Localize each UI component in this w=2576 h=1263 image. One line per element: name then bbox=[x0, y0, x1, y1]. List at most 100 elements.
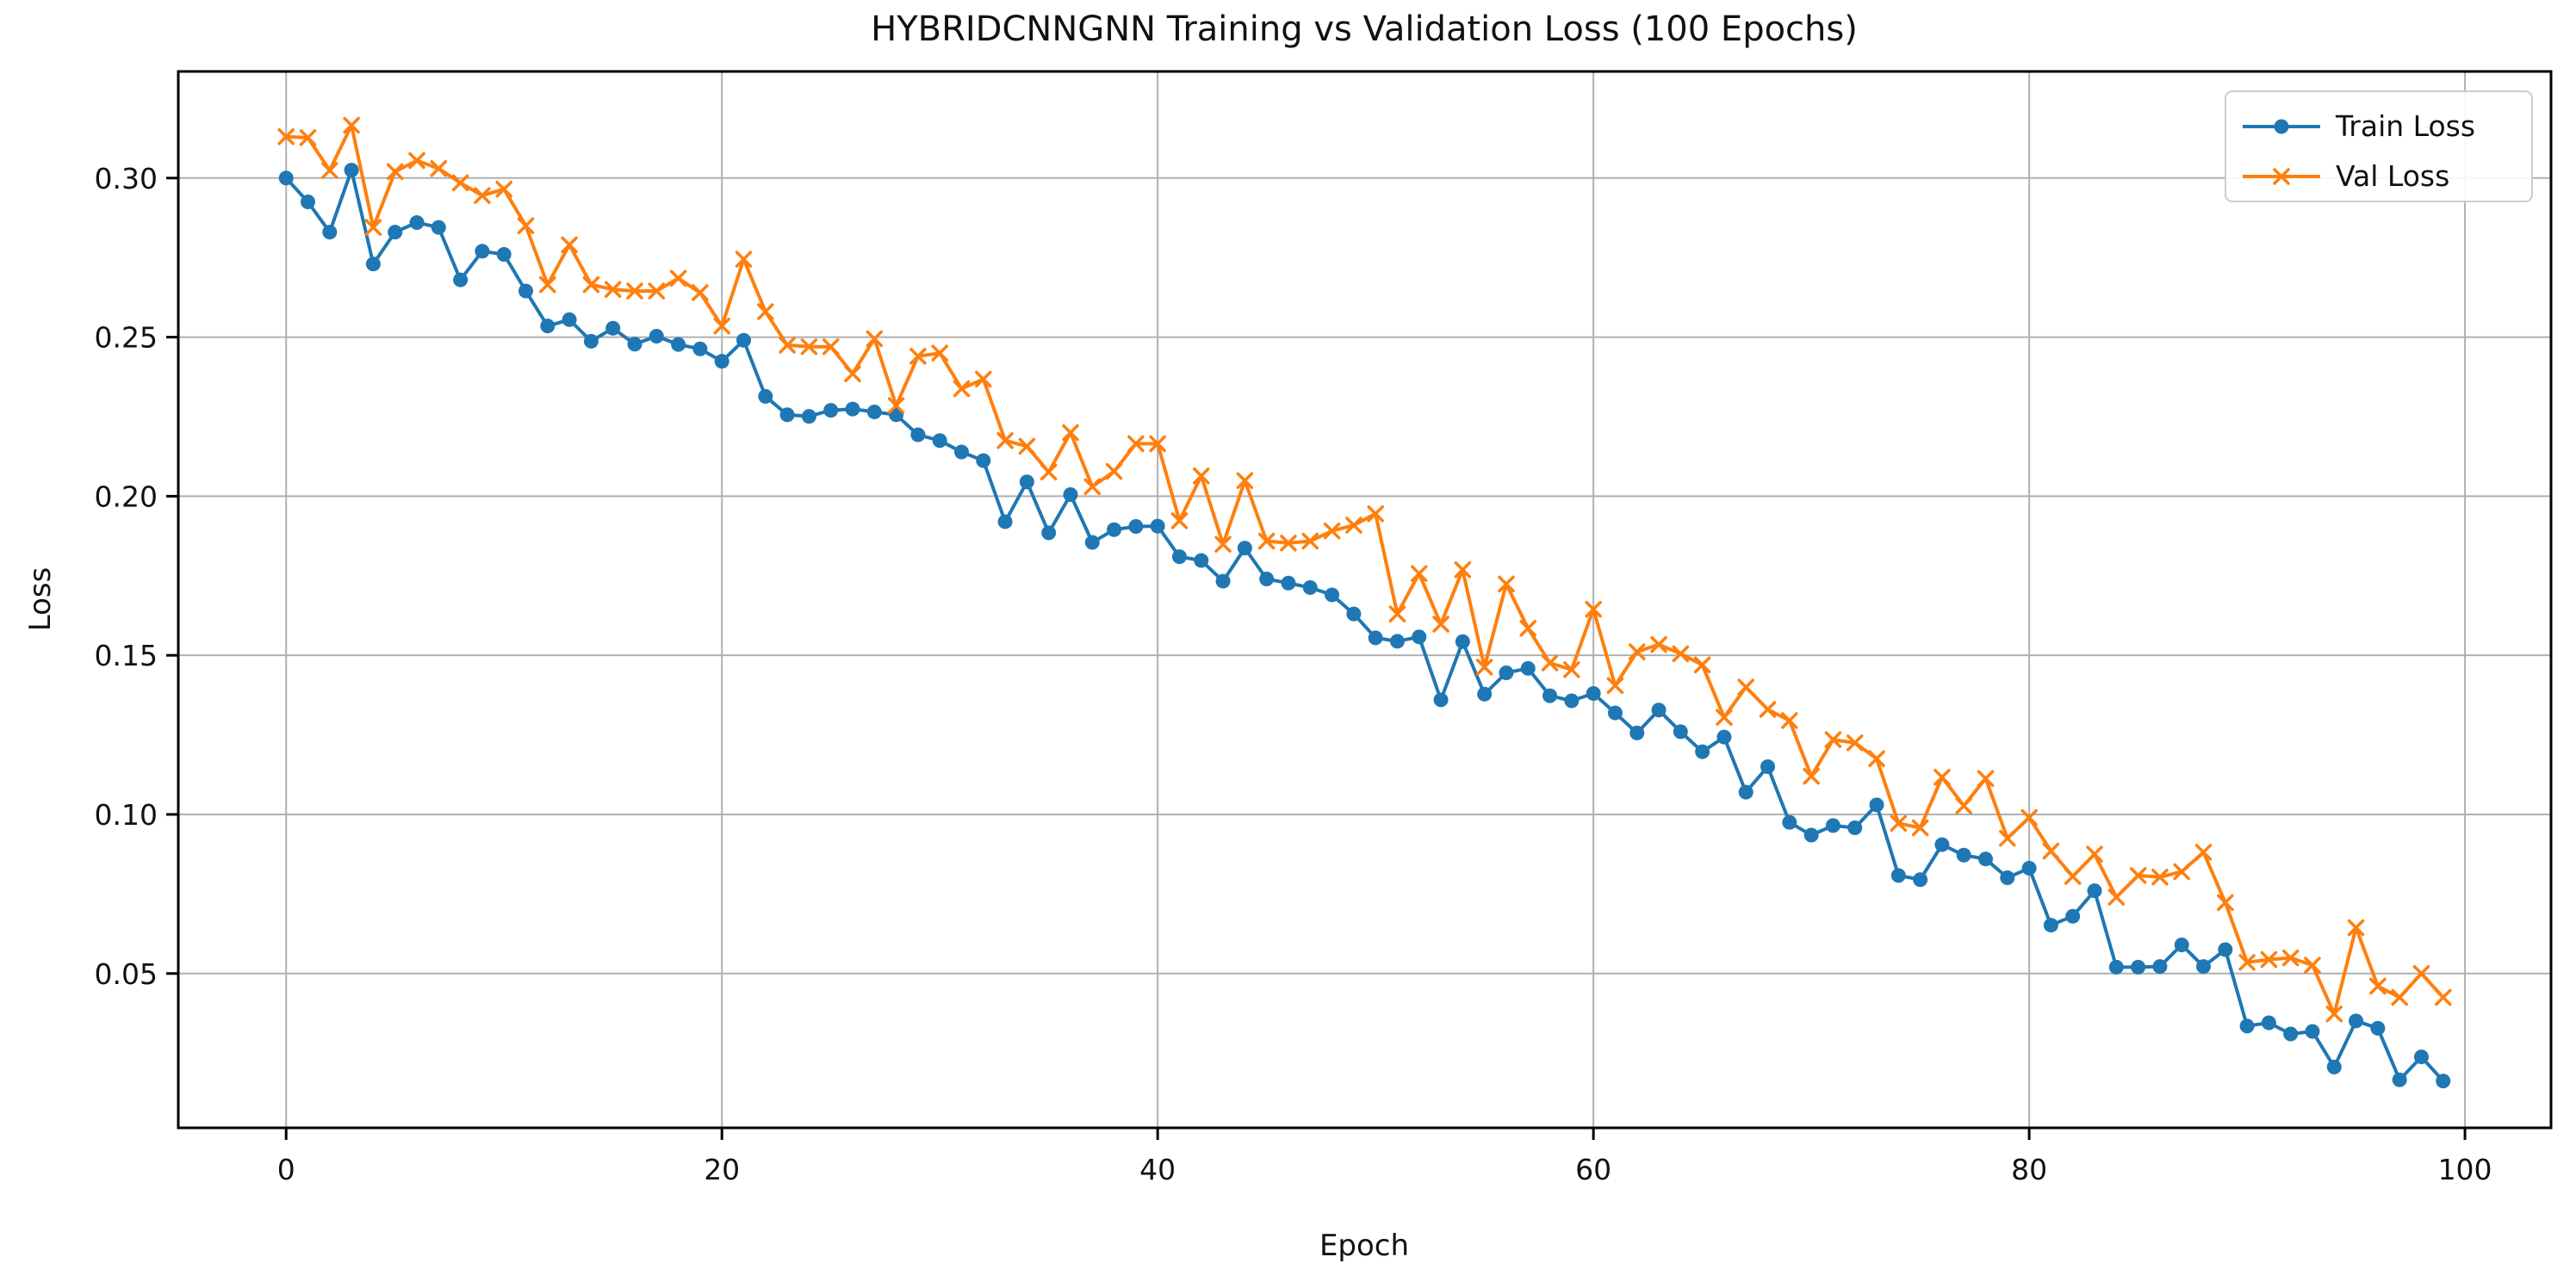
val-loss-marker bbox=[1519, 620, 1536, 637]
train-loss-marker bbox=[1084, 535, 1100, 550]
y-tick-label: 0.30 bbox=[95, 162, 158, 195]
train-loss-marker bbox=[2108, 959, 2124, 975]
train-loss-marker bbox=[866, 404, 882, 419]
val-loss-marker bbox=[386, 163, 404, 181]
val-loss-marker bbox=[1628, 643, 1646, 660]
train-loss-marker bbox=[2021, 860, 2037, 876]
train-loss-marker bbox=[1302, 579, 1318, 595]
train-loss-marker bbox=[2174, 937, 2189, 952]
train-loss-marker bbox=[1782, 814, 1797, 830]
train-loss-marker bbox=[496, 247, 512, 263]
val-loss-marker bbox=[1411, 565, 1428, 582]
train-loss-marker bbox=[1738, 784, 1754, 800]
train-loss-marker bbox=[1433, 692, 1449, 708]
val-loss-marker bbox=[1432, 616, 1449, 633]
train-loss-marker bbox=[1346, 606, 1362, 622]
train-loss-marker bbox=[2283, 1026, 2299, 1042]
train-loss-marker bbox=[1913, 872, 1928, 888]
val-loss-marker bbox=[2151, 869, 2169, 886]
x-tick-label: 60 bbox=[1575, 1153, 1611, 1186]
val-loss-marker bbox=[343, 116, 360, 134]
val-loss-marker bbox=[844, 365, 861, 382]
train-loss-marker bbox=[1934, 837, 1950, 852]
train-loss-marker bbox=[692, 341, 708, 356]
val-loss-marker bbox=[1323, 522, 1341, 540]
train-loss-marker bbox=[1673, 724, 1688, 740]
val-loss-marker bbox=[2325, 1005, 2343, 1023]
train-loss-marker bbox=[1259, 571, 1275, 586]
train-loss-marker bbox=[1956, 847, 1971, 863]
legend-train-marker bbox=[2274, 119, 2289, 134]
val-loss-marker bbox=[408, 152, 425, 170]
train-loss-marker bbox=[2195, 959, 2211, 975]
val-loss-marker bbox=[1868, 750, 1885, 768]
val-loss-marker bbox=[1890, 814, 1908, 833]
val-loss-marker bbox=[975, 370, 992, 388]
val-loss-marker bbox=[2020, 808, 2038, 827]
train-loss-marker bbox=[1041, 525, 1057, 541]
chart-title: HYBRIDCNNGNN Training vs Validation Loss… bbox=[871, 9, 1858, 49]
train-loss-marker bbox=[1477, 686, 1493, 702]
val-loss-marker bbox=[2194, 844, 2213, 861]
x-tick-label: 20 bbox=[704, 1153, 740, 1186]
train-loss-marker bbox=[2413, 1049, 2429, 1065]
val-loss-marker bbox=[2238, 954, 2256, 971]
train-loss-marker bbox=[1695, 744, 1710, 759]
x-tick-label: 40 bbox=[1139, 1153, 1176, 1186]
val-loss-marker bbox=[2086, 845, 2103, 863]
val-loss-marker bbox=[1193, 467, 1210, 485]
val-loss-marker bbox=[2281, 949, 2300, 967]
val-loss-marker bbox=[909, 348, 927, 365]
val-loss-marker bbox=[1846, 734, 1864, 752]
val-loss-marker bbox=[2412, 965, 2430, 982]
train-loss-marker bbox=[1215, 573, 1231, 589]
train-loss-marker bbox=[758, 388, 773, 404]
val-loss-marker bbox=[779, 337, 796, 354]
train-loss-marker bbox=[1586, 686, 1601, 702]
val-loss-marker bbox=[1083, 478, 1102, 496]
train-loss-marker bbox=[1019, 474, 1034, 490]
train-loss-marker bbox=[2043, 918, 2058, 933]
train-loss-marker bbox=[953, 444, 969, 460]
train-loss-line bbox=[284, 168, 2445, 1083]
train-loss-marker bbox=[540, 319, 556, 334]
val-loss-marker bbox=[604, 281, 622, 298]
train-loss-marker bbox=[409, 215, 425, 231]
train-loss-marker bbox=[2131, 959, 2146, 975]
train-loss-marker bbox=[649, 328, 664, 344]
x-axis-label: Epoch bbox=[1319, 1229, 1409, 1263]
val-loss-marker bbox=[669, 269, 687, 287]
y-tick-label: 0.25 bbox=[95, 321, 158, 355]
val-loss-marker bbox=[495, 180, 512, 198]
train-loss-marker bbox=[518, 283, 534, 299]
train-loss-marker bbox=[671, 337, 686, 352]
train-loss-marker bbox=[2436, 1074, 2451, 1089]
val-loss-marker bbox=[1737, 678, 1754, 696]
val-loss-marker bbox=[1759, 701, 1777, 718]
train-loss-marker bbox=[1607, 705, 1623, 721]
val-loss-marker bbox=[451, 174, 469, 192]
train-loss-marker bbox=[1564, 693, 1580, 709]
val-loss-marker bbox=[1934, 768, 1951, 786]
train-loss-marker bbox=[1281, 575, 1296, 591]
val-loss-marker bbox=[822, 337, 840, 356]
val-loss-marker bbox=[1367, 505, 1384, 523]
train-loss-marker bbox=[1803, 827, 1819, 843]
val-loss-marker bbox=[1149, 435, 1166, 453]
train-loss-marker bbox=[278, 170, 294, 186]
train-loss-marker bbox=[823, 403, 839, 418]
train-loss-marker bbox=[2370, 1020, 2386, 1036]
val-loss-marker bbox=[2391, 988, 2408, 1006]
val-loss-marker bbox=[1977, 770, 1995, 787]
legend-box bbox=[2225, 90, 2533, 202]
val-loss-marker bbox=[1716, 709, 1733, 726]
val-loss-marker bbox=[866, 330, 884, 348]
train-loss-marker bbox=[1869, 797, 1884, 813]
val-loss-marker bbox=[1388, 605, 1406, 622]
train-loss-marker bbox=[1651, 703, 1667, 718]
val-loss-marker bbox=[1257, 532, 1276, 550]
val-loss-marker bbox=[1040, 463, 1058, 481]
val-loss-marker bbox=[1824, 731, 1842, 748]
train-loss-marker bbox=[388, 225, 403, 240]
val-loss-marker bbox=[1301, 532, 1319, 550]
